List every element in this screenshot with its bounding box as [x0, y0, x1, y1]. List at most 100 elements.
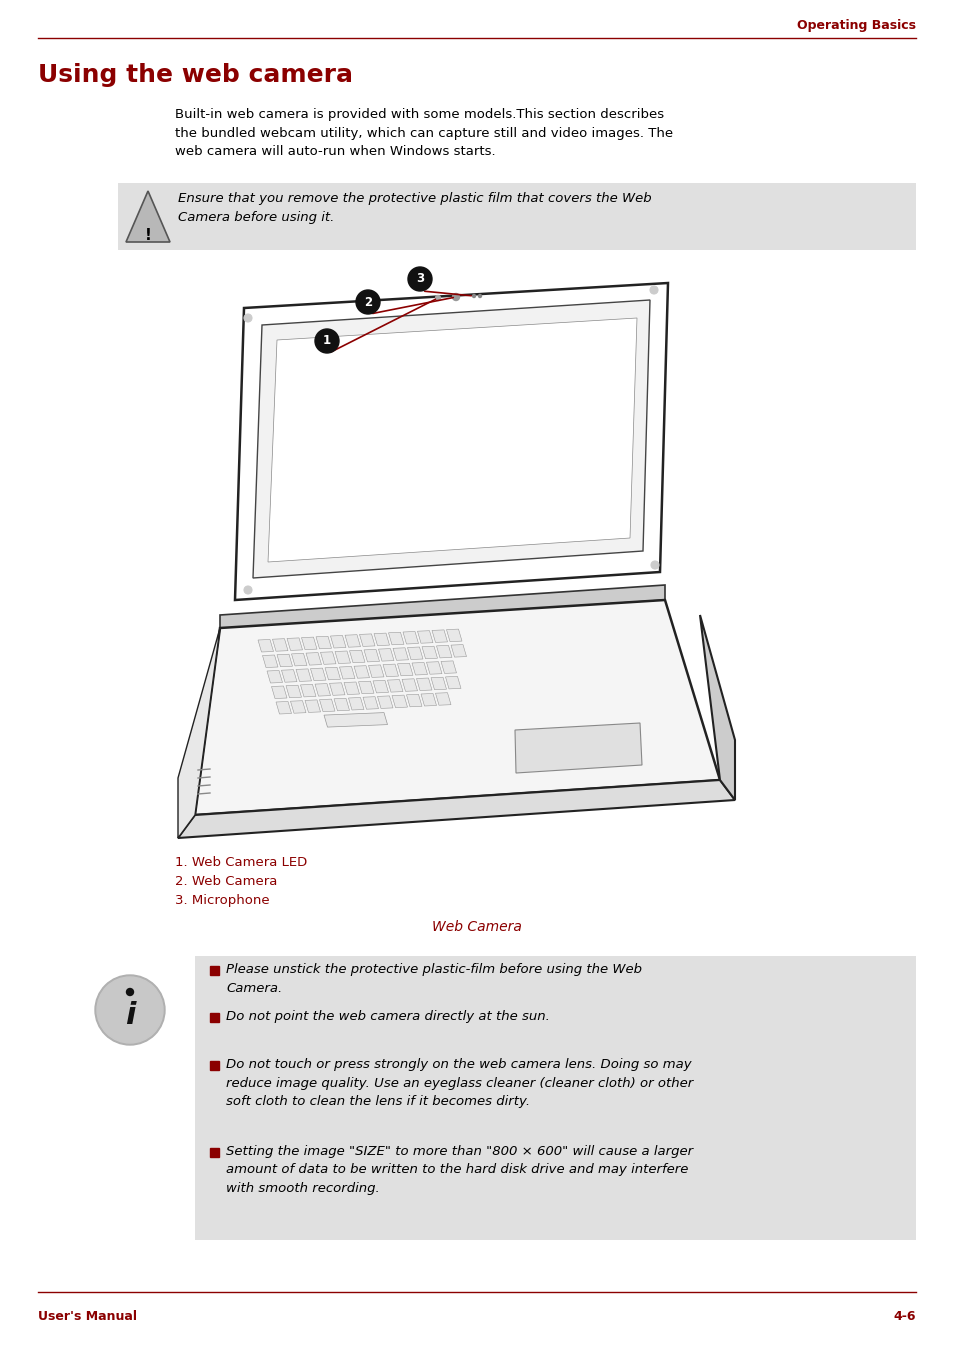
Polygon shape [287, 638, 302, 650]
Polygon shape [276, 654, 293, 667]
Polygon shape [440, 661, 456, 673]
Polygon shape [412, 662, 427, 675]
Polygon shape [374, 633, 389, 646]
Polygon shape [272, 685, 287, 699]
Circle shape [478, 295, 481, 297]
Polygon shape [431, 677, 446, 690]
Polygon shape [306, 653, 321, 665]
Bar [210, 1148, 219, 1157]
Polygon shape [426, 661, 441, 675]
Bar [210, 1013, 219, 1022]
Circle shape [355, 289, 379, 314]
Text: Do not touch or press strongly on the web camera lens. Doing so may
reduce image: Do not touch or press strongly on the we… [226, 1059, 693, 1109]
Polygon shape [436, 645, 452, 658]
Polygon shape [262, 654, 277, 668]
Circle shape [650, 561, 659, 569]
Text: Please unstick the protective plastic-film before using the Web
Camera.: Please unstick the protective plastic-fi… [226, 963, 641, 995]
Polygon shape [344, 681, 359, 695]
Text: 1. Web Camera LED: 1. Web Camera LED [174, 856, 307, 869]
Circle shape [95, 975, 165, 1045]
Circle shape [244, 314, 252, 322]
Polygon shape [286, 685, 301, 698]
Polygon shape [335, 652, 350, 664]
Polygon shape [417, 630, 433, 644]
Polygon shape [268, 318, 637, 562]
Polygon shape [700, 615, 734, 800]
Bar [210, 965, 219, 975]
Polygon shape [319, 699, 335, 711]
Polygon shape [126, 191, 170, 242]
Circle shape [127, 988, 133, 995]
Polygon shape [401, 679, 417, 691]
Polygon shape [420, 694, 436, 706]
Circle shape [408, 266, 432, 291]
Polygon shape [446, 629, 461, 642]
Polygon shape [348, 698, 364, 710]
Polygon shape [310, 668, 326, 680]
Polygon shape [325, 668, 340, 680]
Polygon shape [368, 665, 384, 677]
Bar [118, 183, 915, 250]
Polygon shape [178, 780, 734, 838]
Circle shape [435, 296, 440, 300]
Circle shape [97, 977, 163, 1042]
Polygon shape [421, 646, 437, 658]
Polygon shape [292, 653, 307, 667]
Polygon shape [330, 635, 346, 648]
Polygon shape [445, 676, 460, 690]
Circle shape [244, 585, 252, 594]
Text: 2. Web Camera: 2. Web Camera [174, 875, 277, 888]
Polygon shape [267, 671, 282, 683]
Polygon shape [363, 696, 378, 710]
Polygon shape [178, 627, 220, 838]
Text: Web Camera: Web Camera [432, 919, 521, 934]
Polygon shape [349, 650, 365, 662]
Polygon shape [397, 664, 413, 676]
Polygon shape [329, 683, 345, 695]
Polygon shape [382, 664, 398, 676]
Polygon shape [358, 681, 374, 694]
Text: !: ! [145, 228, 152, 243]
Text: 1: 1 [323, 334, 331, 347]
Polygon shape [234, 283, 667, 600]
Polygon shape [378, 649, 394, 661]
Text: Using the web camera: Using the web camera [38, 64, 353, 87]
Polygon shape [305, 700, 320, 713]
Polygon shape [300, 684, 315, 696]
Text: Operating Basics: Operating Basics [796, 19, 915, 32]
Polygon shape [253, 300, 649, 579]
Polygon shape [354, 665, 369, 679]
Circle shape [314, 329, 338, 353]
Polygon shape [194, 600, 720, 815]
Polygon shape [257, 639, 274, 652]
Polygon shape [315, 637, 331, 649]
Polygon shape [402, 631, 418, 644]
Polygon shape [339, 667, 355, 679]
Polygon shape [334, 698, 349, 711]
Polygon shape [291, 700, 306, 714]
Polygon shape [220, 585, 664, 630]
Text: Setting the image "SIZE" to more than "800 × 600" will cause a larger
amount of : Setting the image "SIZE" to more than "8… [226, 1145, 693, 1195]
Text: i: i [125, 1000, 135, 1029]
Text: Built-in web camera is provided with some models.This section describes
the bund: Built-in web camera is provided with som… [174, 108, 673, 158]
Bar [194, 956, 915, 1240]
Text: 3. Microphone: 3. Microphone [174, 894, 270, 907]
Polygon shape [432, 630, 447, 642]
Polygon shape [451, 645, 466, 657]
Polygon shape [301, 637, 316, 649]
Polygon shape [416, 677, 432, 691]
Polygon shape [345, 634, 360, 648]
Text: 3: 3 [416, 273, 424, 285]
Circle shape [649, 287, 658, 293]
Polygon shape [515, 723, 641, 773]
Polygon shape [364, 649, 379, 662]
Text: Ensure that you remove the protective plastic film that covers the Web
Camera be: Ensure that you remove the protective pl… [178, 192, 651, 224]
Polygon shape [273, 638, 288, 652]
Polygon shape [359, 634, 375, 646]
Polygon shape [393, 648, 408, 660]
Polygon shape [295, 669, 312, 681]
Circle shape [452, 293, 459, 300]
Polygon shape [320, 652, 335, 664]
Polygon shape [388, 633, 403, 645]
Polygon shape [392, 695, 407, 707]
